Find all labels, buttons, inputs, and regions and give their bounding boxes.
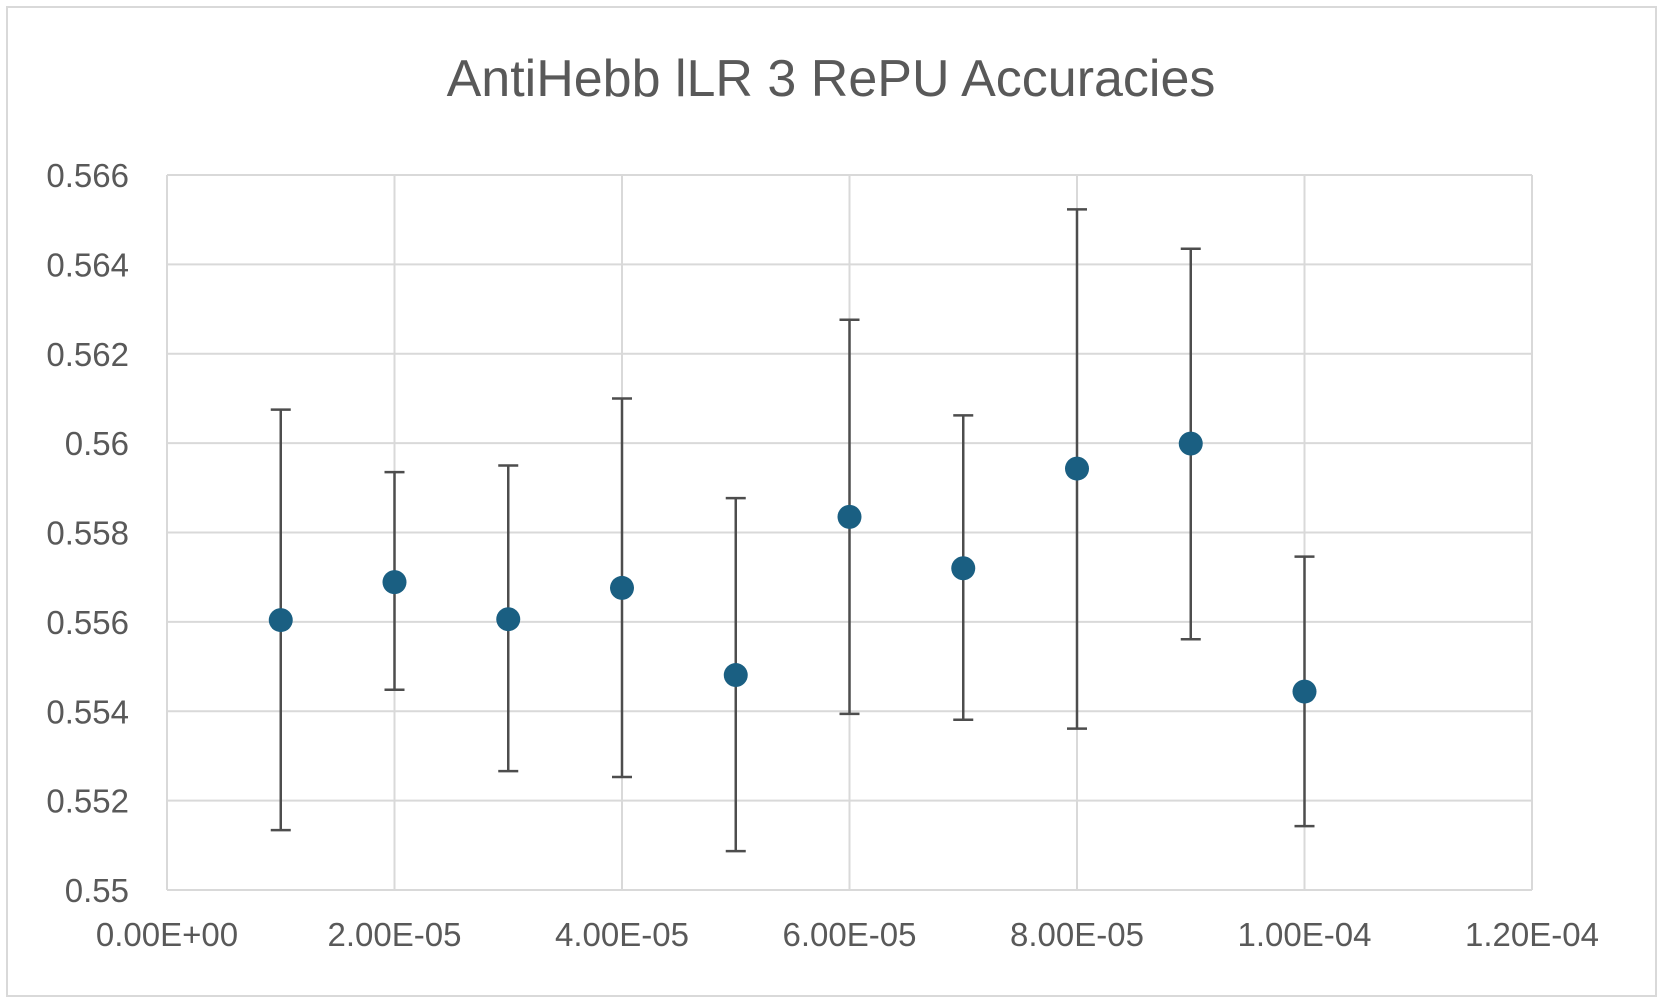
y-tick-label: 0.554 xyxy=(46,693,129,730)
x-tick-label: 6.00E-05 xyxy=(783,916,917,953)
x-tick-label: 0.00E+00 xyxy=(96,916,238,953)
data-point xyxy=(951,556,976,581)
y-tick-label: 0.55 xyxy=(65,872,129,909)
data-point xyxy=(1178,431,1203,456)
x-tick-label: 1.20E-04 xyxy=(1465,916,1599,953)
x-tick-label: 8.00E-05 xyxy=(1010,916,1144,953)
y-tick-label: 0.56 xyxy=(65,425,129,462)
data-point xyxy=(723,663,748,688)
y-tick-label: 0.564 xyxy=(46,246,129,283)
error-bars xyxy=(270,208,1315,853)
x-tick-label: 4.00E-05 xyxy=(555,916,689,953)
chart-title: AntiHebb lLR 3 RePU Accuracies xyxy=(447,50,1216,108)
y-tick-label: 0.556 xyxy=(46,604,129,641)
data-point xyxy=(1292,679,1317,704)
data-point xyxy=(496,607,521,632)
tick-labels: 0.55 0.552 0.554 0.556 0.558 0.56 0.562 0.564 0.… xyxy=(46,157,1599,953)
data-point xyxy=(610,575,634,600)
y-tick-label: 0.566 xyxy=(46,157,129,194)
data-point xyxy=(837,504,862,529)
data-point xyxy=(1065,456,1089,481)
y-tick-label: 0.558 xyxy=(46,515,129,552)
data-point xyxy=(382,570,407,595)
data-point xyxy=(268,608,293,633)
data-points xyxy=(268,431,1317,704)
chart-border xyxy=(6,6,1657,997)
y-tick-label: 0.562 xyxy=(46,336,129,373)
x-tick-label: 2.00E-05 xyxy=(328,916,462,953)
y-tick-label: 0.552 xyxy=(46,783,129,820)
x-tick-label: 1.00E-04 xyxy=(1238,916,1372,953)
